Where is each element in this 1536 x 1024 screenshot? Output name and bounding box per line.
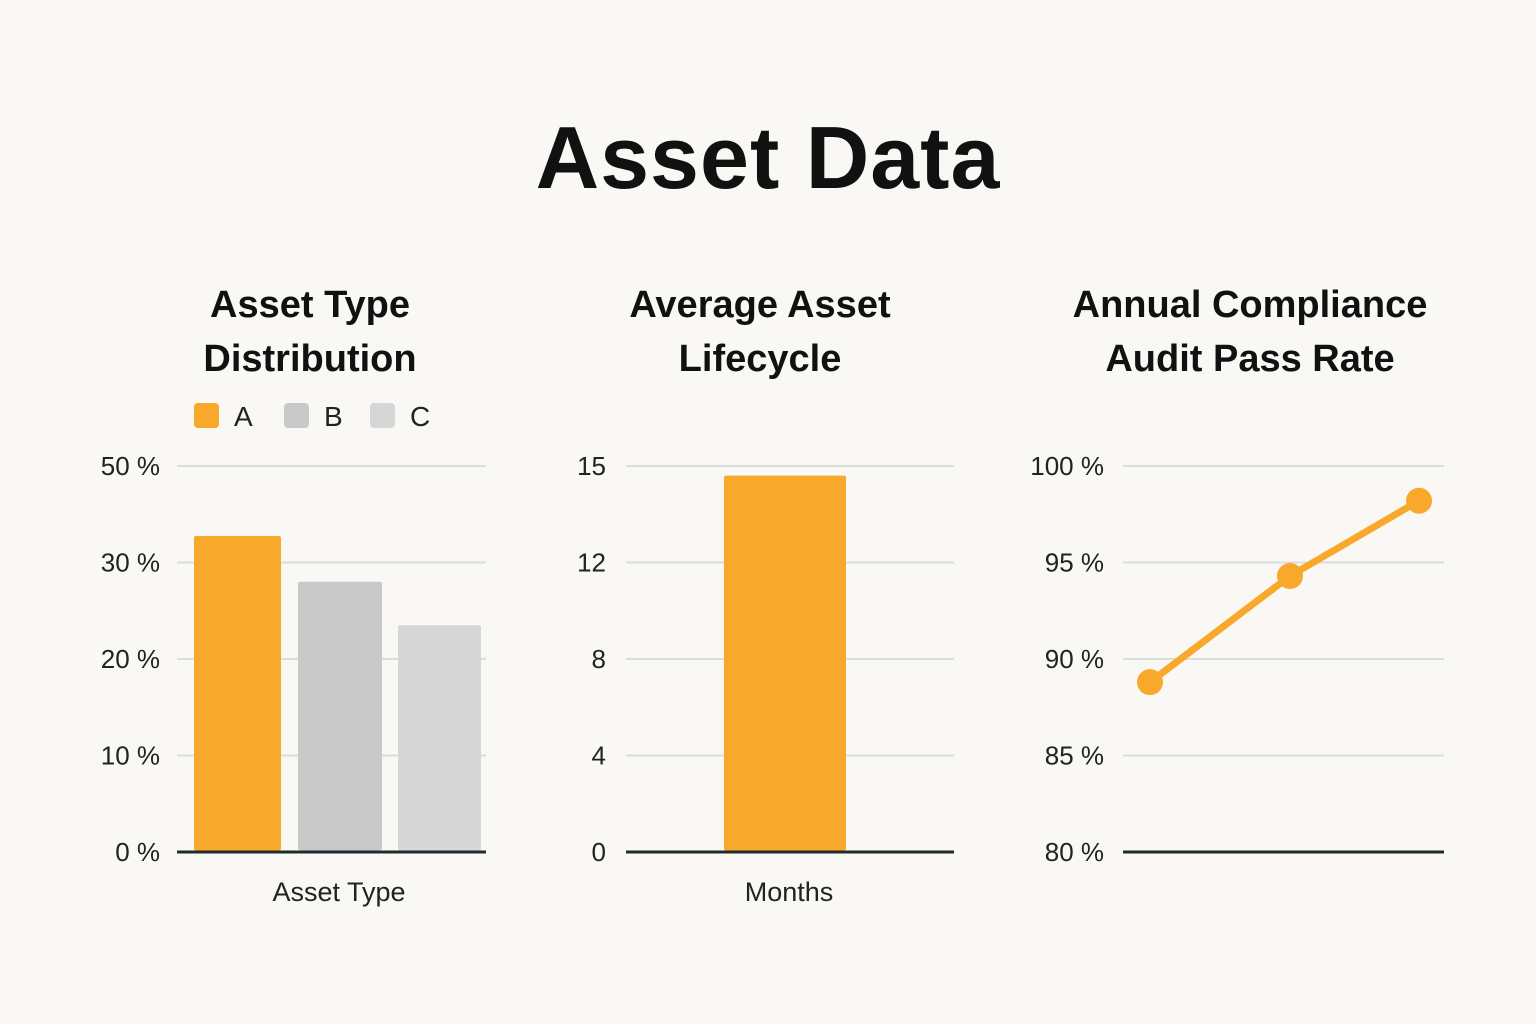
x-axis-title: Months — [745, 877, 834, 907]
chart-title-line: Annual Compliance — [1072, 284, 1428, 326]
y-tick-label: 15 — [577, 451, 606, 481]
bar-lifecycle — [724, 475, 846, 851]
y-tick-label: 80 % — [1045, 837, 1104, 867]
asset-type-distribution-chart: Asset Type Distribution 0 % 10 % 20 % 30 % 5… — [60, 270, 520, 950]
legend-swatch — [370, 403, 395, 428]
chart-title-line: Asset Type — [210, 284, 410, 326]
average-asset-lifecycle-chart: Average Asset Lifecycle 0 4 8 12 15 Months — [540, 270, 980, 950]
legend-label: B — [324, 401, 343, 432]
y-tick-label: 100 % — [1030, 451, 1104, 481]
y-tick-label: 10 % — [101, 741, 160, 771]
y-tick-label: 30 % — [101, 548, 160, 578]
chart-title-line: Lifecycle — [678, 338, 842, 380]
data-point — [1137, 669, 1163, 696]
chart-plot-area: 0 4 8 12 15 Months — [577, 451, 954, 907]
series-line — [1146, 497, 1423, 686]
bar-a — [194, 535, 281, 851]
data-point — [1277, 563, 1303, 590]
data-point — [1406, 487, 1432, 514]
y-tick-label: 20 % — [101, 644, 160, 674]
y-tick-label: 95 % — [1045, 548, 1104, 578]
chart-title: Annual Compliance Audit Pass Rate — [1000, 278, 1500, 386]
chart-title-line: Distribution — [203, 338, 417, 380]
chart-title-line: Average Asset — [629, 284, 891, 326]
bar-b — [298, 581, 382, 851]
y-tick-label: 4 — [592, 741, 606, 771]
y-tick-label: 0 % — [115, 837, 160, 867]
bar-c — [398, 625, 481, 851]
y-tick-label: 50 % — [101, 451, 160, 481]
chart-plot-area: 80 % 85 % 90 % 95 % 100 % — [1030, 451, 1444, 867]
y-tick-label: 12 — [577, 548, 606, 578]
chart-title-line: Audit Pass Rate — [1105, 338, 1395, 380]
legend-label: A — [234, 401, 253, 432]
page-title: Asset Data — [535, 108, 1001, 207]
y-tick-label: 85 % — [1045, 741, 1104, 771]
legend-swatch — [284, 403, 309, 428]
y-tick-label: 8 — [592, 644, 606, 674]
chart-plot-area: 0 % 10 % 20 % 30 % 50 % A B C Asset Type — [101, 401, 486, 907]
compliance-audit-pass-rate-chart: Annual Compliance Audit Pass Rate 80 % 85… — [1000, 270, 1500, 950]
legend-label: C — [410, 401, 430, 432]
x-axis-title: Asset Type — [272, 877, 405, 907]
y-tick-label: 90 % — [1045, 644, 1104, 674]
y-tick-label: 0 — [592, 837, 606, 867]
chart-title: Asset Type Distribution — [50, 278, 570, 386]
chart-title: Average Asset Lifecycle — [540, 278, 980, 386]
legend-swatch — [194, 403, 219, 428]
